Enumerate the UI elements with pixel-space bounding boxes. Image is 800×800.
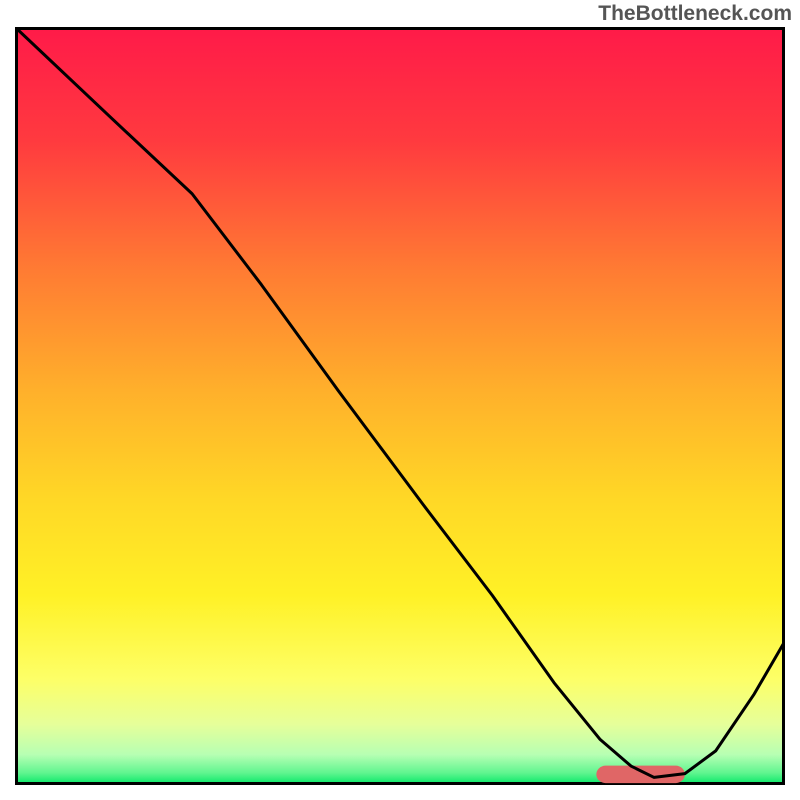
gradient-rect (15, 27, 785, 785)
chart-canvas: TheBottleneck.com (0, 0, 800, 800)
attribution-text: TheBottleneck.com (598, 0, 800, 26)
gradient-plot (15, 27, 785, 785)
